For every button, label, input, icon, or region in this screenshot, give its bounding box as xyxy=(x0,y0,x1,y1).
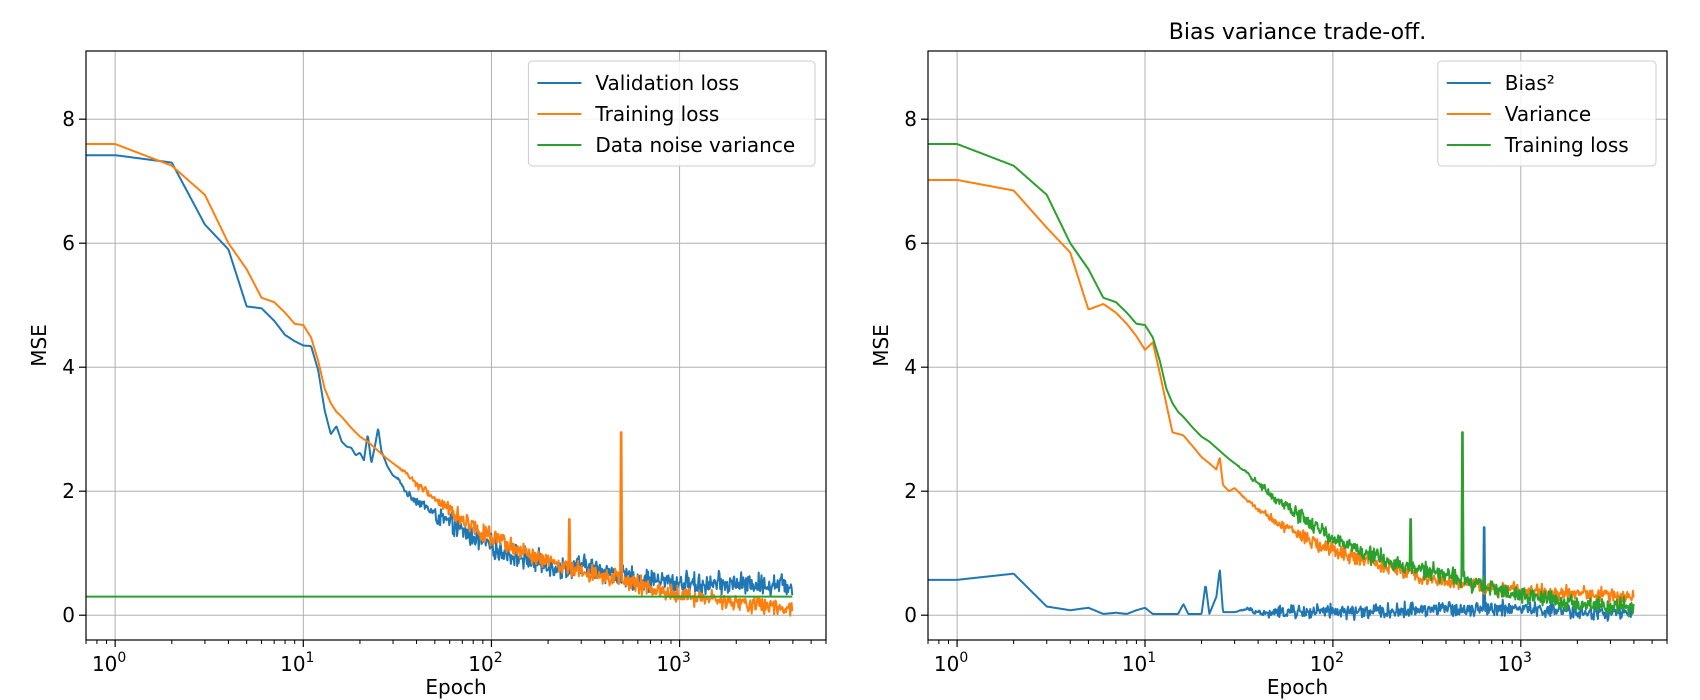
series-line-1 xyxy=(86,143,794,617)
legend-label: Training loss xyxy=(594,102,719,126)
legend: Bias² Variance Training loss xyxy=(1437,60,1657,167)
legend-label: Data noise variance xyxy=(595,133,795,157)
chart-bias-variance: Bias variance trade-off. 100 101 102 103 0 2 4 6… xyxy=(869,20,1668,699)
series-line-2 xyxy=(928,143,1635,617)
x-tick-label: 102 xyxy=(1310,650,1344,676)
y-tick-label: 4 xyxy=(62,355,75,379)
legend-box xyxy=(1437,60,1657,167)
x-axis-label: Epoch xyxy=(1267,675,1328,699)
legend-label: Variance xyxy=(1505,102,1591,126)
y-tick-label: 2 xyxy=(62,479,75,503)
legend-box xyxy=(527,60,816,167)
x-axis-label: Epoch xyxy=(425,675,486,699)
x-tick-label: 103 xyxy=(656,650,690,676)
series-line-0 xyxy=(86,154,794,598)
x-tick-label: 100 xyxy=(92,650,126,676)
chart-validation-training: 100 101 102 103 0 2 4 6 8 Epoch MSE Validation loss… xyxy=(27,50,827,699)
chart-title: Bias variance trade-off. xyxy=(1169,20,1426,45)
y-tick-label: 0 xyxy=(62,603,75,627)
legend-label: Bias² xyxy=(1505,71,1555,95)
x-tick-label: 102 xyxy=(468,650,502,676)
y-axis-label: MSE xyxy=(869,324,893,367)
legend-label: Validation loss xyxy=(595,71,739,95)
y-tick-label: 6 xyxy=(62,231,75,255)
series-group xyxy=(928,143,1635,622)
x-tick-label: 103 xyxy=(1498,650,1532,676)
series-group xyxy=(86,143,794,617)
axes-frame xyxy=(85,50,827,641)
y-tick-label: 8 xyxy=(62,107,75,131)
y-tick-label: 6 xyxy=(904,231,917,255)
legend-label: Training loss xyxy=(1504,133,1629,157)
x-tick-label: 101 xyxy=(1122,650,1156,676)
y-tick-label: 2 xyxy=(904,479,917,503)
legend: Validation loss Training loss Data noise v… xyxy=(527,60,816,167)
x-tick-label: 101 xyxy=(280,650,314,676)
y-axis-label: MSE xyxy=(27,324,51,367)
y-tick-label: 8 xyxy=(904,107,917,131)
y-tick-label: 0 xyxy=(904,603,917,627)
series-line-0 xyxy=(928,526,1635,622)
axes-frame xyxy=(927,50,1668,641)
x-tick-label: 100 xyxy=(934,650,968,676)
y-tick-label: 4 xyxy=(904,355,917,379)
